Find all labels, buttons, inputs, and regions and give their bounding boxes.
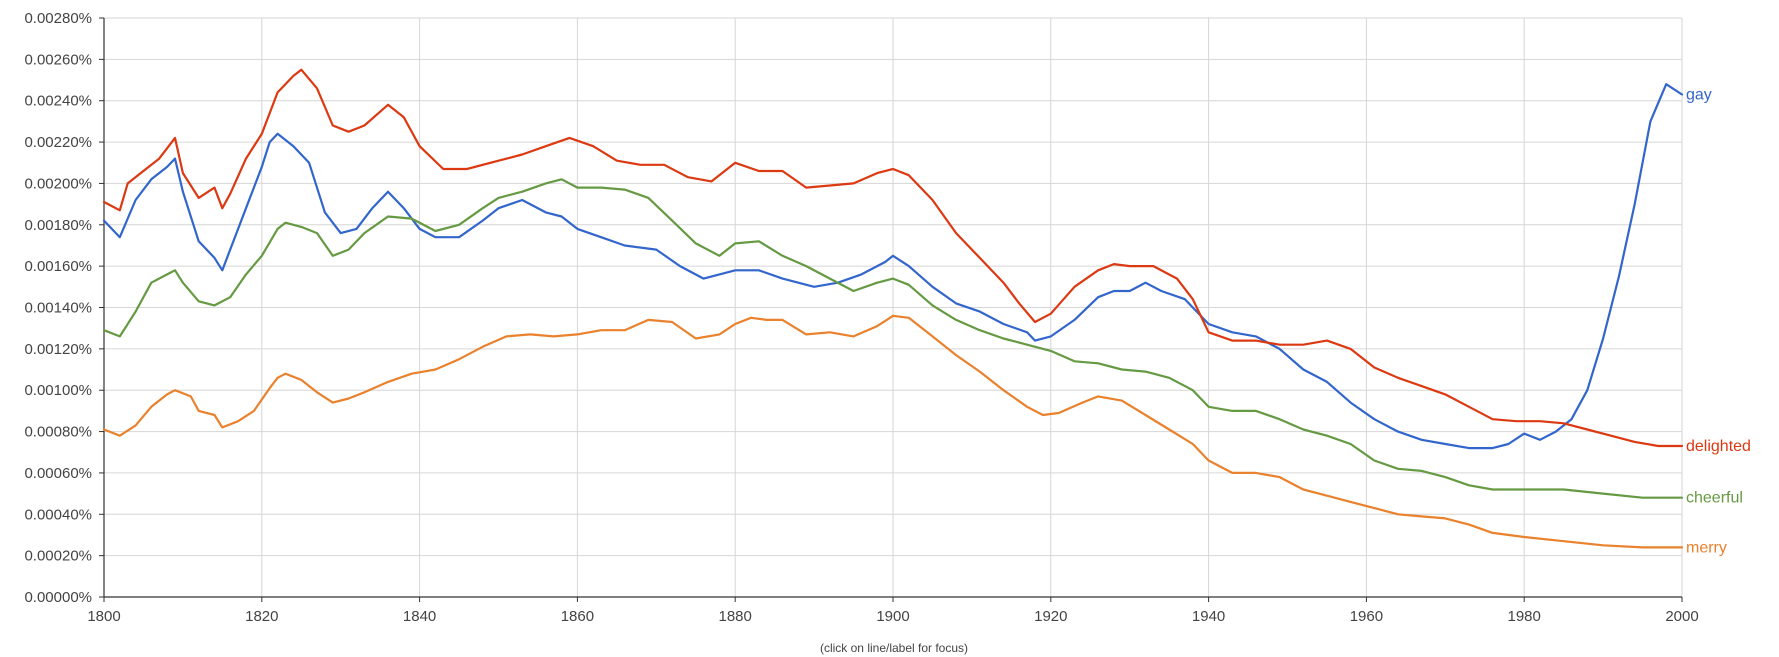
y-tick-label: 0.00080%: [24, 424, 92, 441]
series-label-gay[interactable]: gay: [1686, 87, 1712, 104]
x-axis-ticks: 1800 1820 1840 1860 1880 1900 1920 1940 1960 1980…: [87, 597, 1699, 625]
series-line-delighted[interactable]: [102, 68, 1684, 448]
x-tick-label: 1960: [1350, 608, 1383, 625]
y-tick-label: 0.00040%: [24, 506, 92, 523]
series-label-delighted[interactable]: delighted: [1686, 438, 1751, 455]
y-tick-label: 0.00000%: [24, 589, 92, 606]
y-tick-label: 0.00280%: [24, 10, 92, 27]
y-tick-label: 0.00260%: [24, 51, 92, 68]
x-tick-label: 1880: [719, 608, 752, 625]
grid: [104, 17, 1683, 597]
x-tick-label: 1820: [245, 608, 278, 625]
y-tick-label: 0.00200%: [24, 175, 92, 192]
y-tick-label: 0.00020%: [24, 548, 92, 565]
series-line-cheerful[interactable]: [102, 178, 1684, 499]
y-tick-label: 0.00100%: [24, 382, 92, 399]
x-tick-label: 2000: [1665, 608, 1698, 625]
series-label-cheerful[interactable]: cheerful: [1686, 490, 1743, 507]
footnote: (click on line/label for focus): [820, 641, 968, 655]
y-tick-label: 0.00140%: [24, 300, 92, 317]
series-lines[interactable]: [102, 68, 1684, 549]
series-line-gay[interactable]: [102, 83, 1684, 450]
x-tick-label: 1940: [1192, 608, 1225, 625]
series-line-merry[interactable]: [102, 314, 1684, 549]
x-tick-label: 1900: [876, 608, 909, 625]
y-tick-label: 0.00180%: [24, 217, 92, 234]
y-tick-label: 0.00240%: [24, 93, 92, 110]
series-label-merry[interactable]: merry: [1686, 539, 1727, 556]
x-tick-label: 1980: [1508, 608, 1541, 625]
y-tick-label: 0.00220%: [24, 134, 92, 151]
y-tick-label: 0.00160%: [24, 258, 92, 275]
y-tick-label: 0.00060%: [24, 465, 92, 482]
x-tick-label: 1800: [87, 608, 120, 625]
x-tick-label: 1920: [1034, 608, 1067, 625]
y-tick-label: 0.00120%: [24, 341, 92, 358]
y-axis-ticks: 0.00000% 0.00020% 0.00040% 0.00060% 0.00080%…: [24, 10, 92, 606]
x-tick-label: 1840: [403, 608, 436, 625]
series-labels[interactable]: gay delighted cheerful merry: [1686, 87, 1751, 557]
x-tick-label: 1860: [561, 608, 594, 625]
